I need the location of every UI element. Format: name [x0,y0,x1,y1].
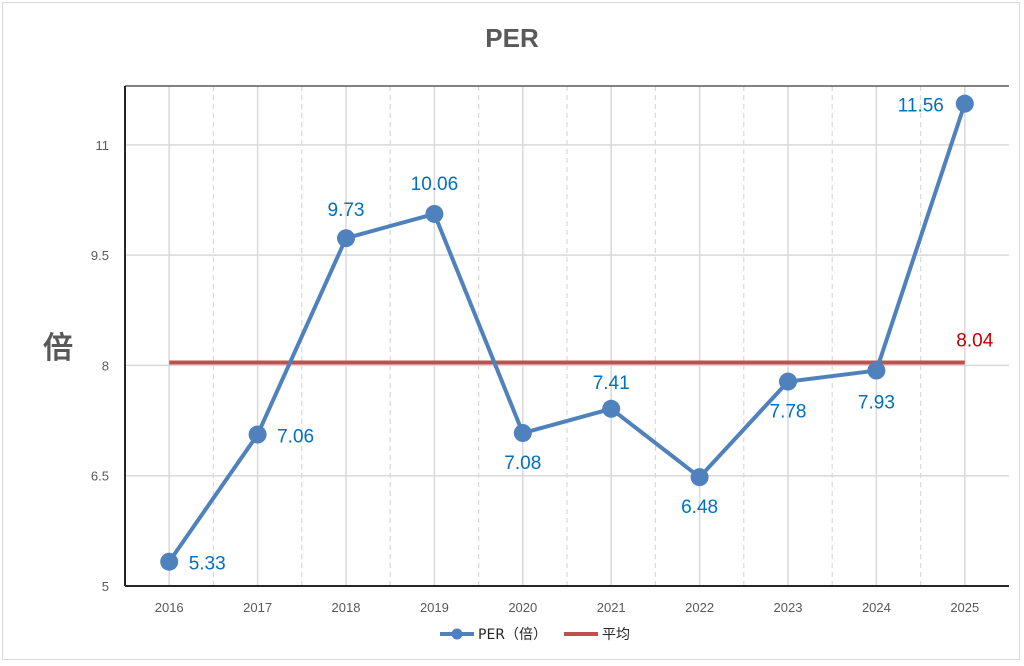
x-tick-label: 2016 [155,600,184,615]
per-line [167,103,967,563]
x-tick-label: 2022 [685,600,714,615]
per-data-point [248,425,267,444]
legend-per-label: PER（倍） [478,627,547,643]
legend-average-label: 平均 [602,627,630,643]
y-tick-label: 11 [96,138,110,153]
per-data-label: 7.78 [770,402,807,423]
x-tick-label: 2018 [332,600,361,615]
per-data-label: 7.08 [504,453,541,474]
per-data-point [955,94,974,113]
per-data-label: 10.06 [411,174,459,195]
per-data-point [602,399,621,418]
per-data-label: 7.41 [593,373,630,394]
y-tick-label: 9.5 [91,248,109,263]
per-data-point [867,361,886,380]
x-tick-label: 2024 [862,600,891,615]
per-data-point [337,229,355,248]
chart-title: PER [485,23,539,53]
per-data-label: 9.73 [328,200,365,221]
legend-per-marker-icon [451,628,463,640]
y-axis-label: 倍 [43,331,73,366]
per-data-point [779,372,797,391]
per-data-label: 11.56 [898,96,944,117]
y-tick-label: 6.5 [91,469,109,484]
per-data-point [160,552,179,571]
per-data-point [690,468,709,487]
per-data-label: 6.48 [681,497,718,518]
x-tick-label: 2021 [597,600,626,615]
x-tick-label: 2020 [508,600,537,615]
per-data-label: 7.93 [858,393,895,414]
x-tick-label: 2025 [950,600,979,615]
per-data-label: 7.06 [277,427,314,448]
per-data-point [513,424,532,443]
per-data-point [425,204,444,223]
x-tick-label: 2019 [420,600,449,615]
average-data-label: 8.04 [956,330,993,351]
x-tick-label: 2023 [774,600,803,615]
y-tick-label: 5 [102,579,109,594]
y-tick-label: 8 [102,358,109,373]
per-data-label: 5.33 [189,554,226,575]
x-tick-label: 2017 [243,600,272,615]
